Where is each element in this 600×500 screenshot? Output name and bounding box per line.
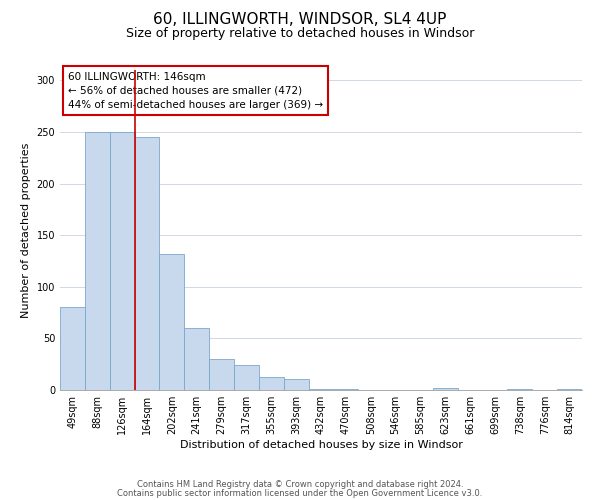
Bar [557, 389, 582, 390]
Text: 60, ILLINGWORTH, WINDSOR, SL4 4UP: 60, ILLINGWORTH, WINDSOR, SL4 4UP [154, 12, 446, 28]
Bar [110, 132, 134, 390]
Bar [308, 389, 334, 390]
X-axis label: Distribution of detached houses by size in Windsor: Distribution of detached houses by size … [179, 440, 463, 450]
Bar [508, 389, 532, 390]
Text: Size of property relative to detached houses in Windsor: Size of property relative to detached ho… [126, 28, 474, 40]
Bar [85, 132, 110, 390]
Bar [433, 388, 458, 390]
Bar [160, 254, 184, 390]
Bar [184, 328, 209, 390]
Y-axis label: Number of detached properties: Number of detached properties [21, 142, 31, 318]
Bar [209, 359, 234, 390]
Bar [134, 137, 160, 390]
Bar [60, 308, 85, 390]
Bar [259, 376, 284, 390]
Text: 60 ILLINGWORTH: 146sqm
← 56% of detached houses are smaller (472)
44% of semi-de: 60 ILLINGWORTH: 146sqm ← 56% of detached… [68, 72, 323, 110]
Text: Contains public sector information licensed under the Open Government Licence v3: Contains public sector information licen… [118, 489, 482, 498]
Bar [234, 365, 259, 390]
Bar [284, 378, 308, 390]
Text: Contains HM Land Registry data © Crown copyright and database right 2024.: Contains HM Land Registry data © Crown c… [137, 480, 463, 489]
Bar [334, 389, 358, 390]
